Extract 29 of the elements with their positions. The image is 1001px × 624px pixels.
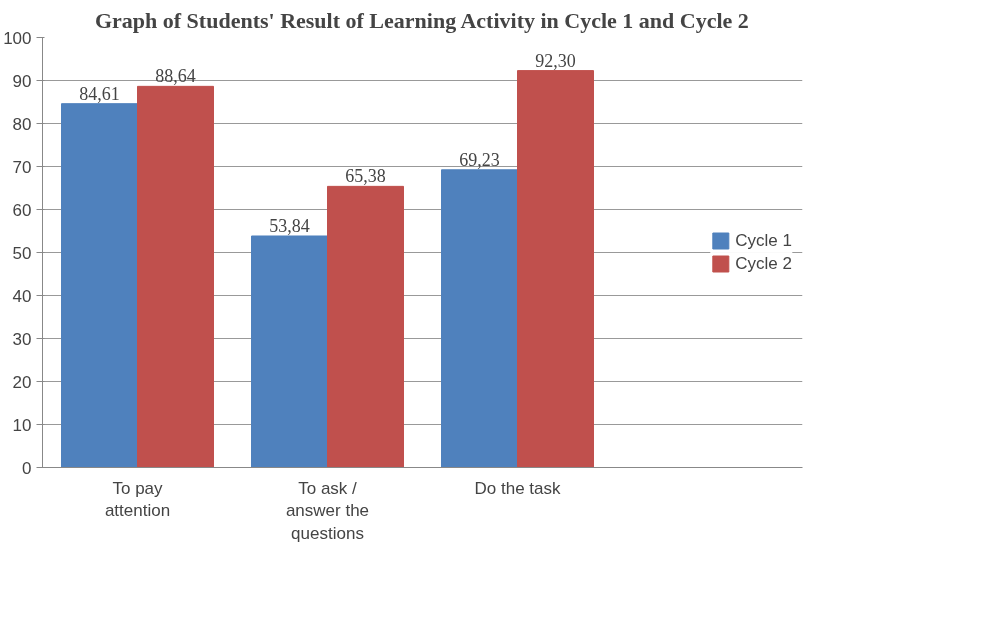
bar [327, 185, 404, 468]
data-label: 65,38 [345, 166, 386, 187]
bar [251, 235, 328, 468]
bar [137, 85, 214, 468]
data-label: 69,23 [459, 149, 500, 170]
y-tick-label: 90 [12, 71, 32, 91]
data-label: 53,84 [269, 215, 310, 236]
data-label: 88,64 [155, 66, 196, 87]
x-tick-label: To pay attention [104, 478, 171, 521]
y-tick-label: 50 [12, 243, 32, 263]
legend-label: Cycle 1 [735, 230, 792, 251]
bar [61, 103, 138, 468]
y-tick-label: 20 [12, 372, 32, 392]
bar [441, 169, 518, 468]
y-tick-label: 30 [12, 329, 32, 349]
y-tick-label: 80 [12, 114, 32, 134]
y-tick-label: 100 [3, 28, 32, 48]
y-tick-label: 10 [12, 415, 32, 435]
y-tick-label: 70 [12, 157, 32, 177]
x-tick-label: Do the task [474, 478, 561, 498]
data-label: 92,30 [535, 50, 576, 71]
bar [517, 70, 594, 468]
x-tick-label: To ask / answer the questions [285, 478, 370, 544]
chart-title: Graph of Students' Result of Learning Activity in Cycle 1 and Cycle 2 [94, 7, 749, 33]
y-tick-label: 60 [12, 200, 32, 220]
data-label: 84,61 [79, 83, 120, 104]
y-tick-label: 40 [12, 286, 32, 306]
legend-label: Cycle 2 [735, 253, 792, 274]
y-tick-label: 0 [22, 458, 32, 478]
